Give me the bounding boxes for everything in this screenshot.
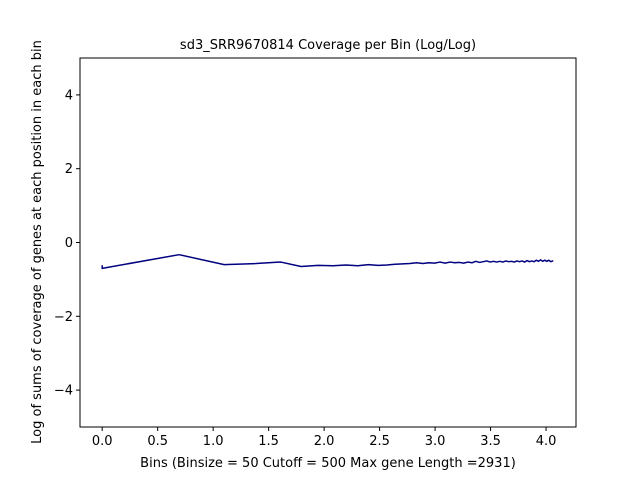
series-line [101, 253, 554, 270]
axes-frame [79, 57, 577, 428]
chart-title: sd3_SRR9670814 Coverage per Bin (Log/Log… [180, 38, 476, 53]
y-tick-label: −4 [54, 384, 73, 399]
axis-ticks: 0.0 0.5 1.0 1.5 2.0 2.5 3.0 3.5 4.0 −4 −2 0 2 4 [54, 88, 557, 449]
x-tick-label: 0.0 [92, 434, 113, 449]
x-axis-title: Bins (Binsize = 50 Cutoff = 500 Max gene… [140, 456, 516, 471]
x-tick-label: 0.5 [147, 434, 168, 449]
x-tick-label: 2.5 [369, 434, 390, 449]
x-tick-label: 3.0 [425, 434, 446, 449]
y-tick-label: 4 [65, 88, 73, 103]
plot-area [101, 253, 554, 270]
x-tick-label: 3.5 [480, 434, 501, 449]
y-tick-label: 0 [65, 236, 73, 251]
x-tick-label: 2.0 [314, 434, 335, 449]
x-tick-label: 4.0 [536, 434, 557, 449]
y-axis-title: Log of sums of coverage of genes at each… [30, 40, 45, 444]
x-tick-label: 1.0 [203, 434, 224, 449]
x-tick-label: 1.5 [258, 434, 279, 449]
y-tick-label: 2 [65, 162, 73, 177]
y-tick-label: −2 [54, 310, 73, 325]
